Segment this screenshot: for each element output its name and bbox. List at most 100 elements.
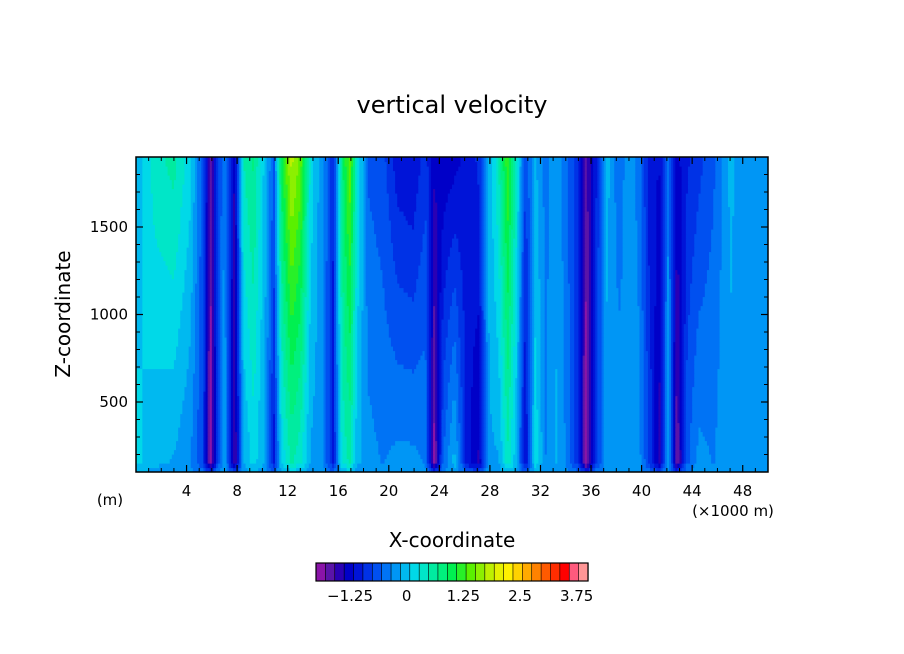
field-cell (207, 445, 211, 451)
field-cell (527, 418, 531, 424)
field-cell (430, 382, 434, 388)
field-cell (245, 377, 253, 383)
field-cell (186, 368, 196, 374)
field-cell (230, 422, 234, 428)
field-cell (654, 454, 660, 460)
field-cell (302, 445, 308, 451)
field-cell (331, 418, 335, 424)
field-cell (485, 377, 489, 383)
field-cell (283, 431, 289, 437)
field-cell (336, 400, 339, 406)
field-cell (662, 368, 666, 374)
field-cell (683, 364, 687, 370)
field-cell (494, 440, 504, 446)
field-cell (239, 449, 242, 455)
field-cell (441, 409, 447, 415)
field-cell (660, 341, 664, 347)
field-cell (681, 319, 687, 325)
field-cell (462, 305, 483, 311)
field-cell (447, 323, 459, 329)
field-cell (430, 436, 434, 442)
field-cell (439, 413, 443, 419)
field-cell (679, 431, 683, 437)
field-cell (668, 449, 672, 455)
field-cell (361, 445, 379, 451)
field-cell (654, 368, 662, 374)
field-cell (243, 418, 249, 424)
field-cell (601, 413, 605, 419)
field-cell (519, 391, 523, 397)
field-cell (519, 373, 523, 379)
field-cell (483, 364, 487, 370)
field-cell (483, 409, 487, 415)
field-cell (331, 310, 335, 316)
field-cell (213, 350, 217, 356)
field-cell (645, 346, 651, 352)
field-cell (544, 400, 548, 406)
field-cell (527, 314, 531, 320)
field-cell (315, 346, 325, 352)
field-cell (671, 310, 674, 316)
field-cell (216, 364, 219, 370)
field-cell (348, 382, 352, 388)
field-cell (361, 458, 381, 464)
field-cell (239, 431, 242, 437)
field-cell (662, 458, 666, 464)
field-cell (384, 305, 428, 311)
field-cell (136, 440, 143, 446)
field-cell (241, 310, 245, 316)
field-cell (591, 382, 594, 388)
field-cell (671, 454, 674, 460)
field-cell (673, 386, 676, 392)
field-cell (239, 418, 242, 424)
field-cell (679, 436, 683, 442)
field-cell (325, 445, 331, 451)
field-cell (555, 391, 558, 397)
field-cell (306, 328, 310, 334)
field-cell (574, 391, 579, 397)
field-cell (502, 458, 506, 464)
field-cell (228, 440, 232, 446)
field-cell (239, 305, 242, 311)
field-cell (306, 337, 310, 343)
field-cell (668, 350, 672, 356)
field-cell (546, 422, 556, 428)
field-cell (489, 359, 499, 365)
field-cell (216, 359, 219, 365)
field-cell (340, 328, 344, 334)
field-cell (304, 382, 310, 388)
field-cell (679, 355, 683, 361)
field-cell (285, 332, 289, 338)
field-cell (416, 445, 428, 451)
field-cell (306, 323, 310, 329)
field-cell (458, 409, 464, 415)
field-cell (281, 386, 287, 392)
field-cell (439, 310, 445, 316)
field-cell (439, 463, 443, 469)
field-cell (496, 323, 502, 329)
field-cell (192, 467, 205, 472)
field-cell (426, 310, 430, 316)
field-cell (464, 368, 474, 374)
field-cell (433, 337, 436, 343)
field-cell (496, 305, 502, 311)
field-cell (213, 319, 217, 325)
field-cell (180, 314, 192, 320)
field-cell (521, 463, 525, 469)
field-cell (536, 377, 542, 383)
field-cell (283, 359, 289, 365)
field-cell (563, 328, 571, 334)
field-cell (190, 454, 198, 460)
field-cell (483, 328, 487, 334)
field-cell (430, 337, 434, 343)
field-cell (203, 341, 207, 347)
field-cell (569, 301, 575, 307)
field-cell (209, 368, 213, 374)
field-cell (361, 436, 377, 442)
field-cell (601, 377, 605, 383)
field-cell (487, 346, 491, 352)
field-cell (361, 314, 369, 320)
field-cell (310, 454, 325, 460)
field-cell (283, 305, 289, 311)
field-cell (681, 413, 685, 419)
